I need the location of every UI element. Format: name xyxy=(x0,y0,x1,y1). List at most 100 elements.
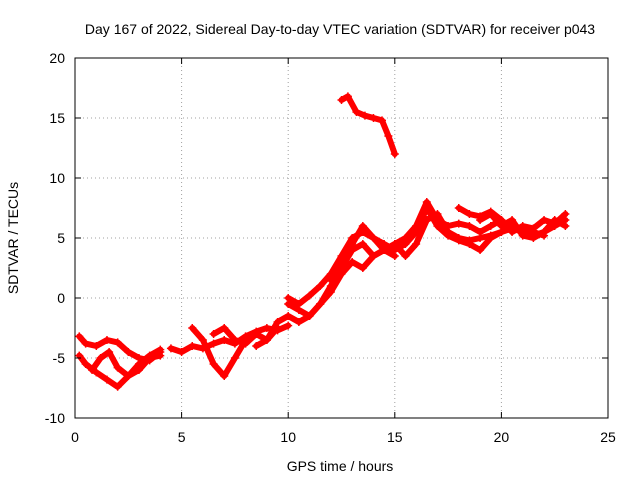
data-point xyxy=(390,240,399,248)
data-point xyxy=(508,216,517,224)
data-point xyxy=(88,366,97,374)
data-point xyxy=(550,216,559,224)
x-tick-label: 25 xyxy=(600,429,616,445)
data-point xyxy=(209,330,218,338)
data-point xyxy=(230,336,239,344)
data-point xyxy=(380,246,389,254)
data-point xyxy=(348,240,357,248)
data-point xyxy=(337,258,346,266)
data-point xyxy=(166,344,175,353)
data-point xyxy=(230,354,239,362)
data-point xyxy=(75,332,84,341)
series-trace-11 xyxy=(338,93,398,157)
data-point xyxy=(316,300,325,308)
data-point xyxy=(305,312,314,320)
series-trace-3 xyxy=(89,349,164,379)
data-point xyxy=(369,234,378,242)
data-point xyxy=(284,312,293,320)
plot-area xyxy=(75,92,570,391)
data-point xyxy=(294,318,303,326)
data-point xyxy=(360,111,369,120)
data-point xyxy=(454,204,463,212)
data-point xyxy=(444,231,453,240)
data-point xyxy=(358,264,367,272)
data-point xyxy=(145,354,154,362)
data-point xyxy=(384,132,393,140)
y-tick-label: 10 xyxy=(49,170,65,186)
data-point xyxy=(390,150,399,158)
x-axis-label: GPS time / hours xyxy=(287,458,394,474)
data-point xyxy=(198,336,207,344)
grid xyxy=(75,58,608,418)
data-point xyxy=(105,348,114,356)
data-point xyxy=(465,222,474,230)
data-point xyxy=(177,348,186,356)
data-point xyxy=(92,342,101,350)
data-point xyxy=(378,116,387,125)
data-point xyxy=(476,216,485,224)
data-point xyxy=(113,363,122,372)
data-point xyxy=(401,252,410,260)
data-point xyxy=(529,224,538,233)
data-point xyxy=(369,252,378,260)
data-point xyxy=(497,222,506,230)
data-point xyxy=(343,92,352,101)
data-point xyxy=(156,351,165,360)
data-point xyxy=(262,336,271,344)
data-point xyxy=(454,219,463,228)
data-point xyxy=(81,360,90,368)
x-tick-label: 15 xyxy=(387,429,403,445)
x-tick-label: 10 xyxy=(280,429,296,445)
series-trace-5 xyxy=(189,325,249,379)
data-point xyxy=(284,321,293,330)
x-tick-label: 5 xyxy=(178,429,186,445)
data-point xyxy=(209,360,218,368)
data-point xyxy=(337,96,346,104)
y-tick-label: 5 xyxy=(57,230,65,246)
data-point xyxy=(486,234,495,242)
chart-title: Day 167 of 2022, Sidereal Day-to-day VTE… xyxy=(85,21,595,37)
data-point xyxy=(540,228,549,236)
data-point xyxy=(305,291,314,300)
data-point xyxy=(412,240,421,248)
data-point xyxy=(358,240,367,248)
data-point xyxy=(134,366,143,374)
data-point xyxy=(486,222,495,230)
data-point xyxy=(252,342,261,350)
data-point xyxy=(465,210,474,218)
data-point xyxy=(476,246,485,254)
x-tick-label: 20 xyxy=(494,429,510,445)
data-point xyxy=(124,372,133,380)
data-point xyxy=(518,231,527,240)
data-point xyxy=(476,228,485,236)
data-point xyxy=(358,222,367,230)
data-point xyxy=(561,210,570,218)
y-tick-label: 0 xyxy=(57,290,65,306)
y-tick-label: 15 xyxy=(49,110,65,126)
data-point xyxy=(454,236,463,245)
data-point xyxy=(326,276,335,284)
y-tick-label: -10 xyxy=(45,410,65,426)
data-point xyxy=(113,338,122,347)
data-point xyxy=(220,336,229,344)
data-point xyxy=(102,375,111,384)
data-point xyxy=(294,300,303,308)
data-point xyxy=(540,216,549,224)
y-axis-label: SDTVAR / TECUs xyxy=(5,182,21,294)
data-point xyxy=(188,324,197,332)
data-point xyxy=(369,114,378,122)
data-point xyxy=(486,210,495,218)
data-point xyxy=(316,282,325,290)
data-point xyxy=(561,222,570,230)
y-tick-label: -5 xyxy=(53,350,66,366)
data-point xyxy=(96,354,105,362)
data-point xyxy=(518,222,527,230)
data-point xyxy=(348,258,357,266)
data-point xyxy=(401,234,410,242)
data-point xyxy=(188,342,197,350)
data-point xyxy=(444,222,453,230)
data-point xyxy=(241,339,250,348)
data-point xyxy=(412,222,421,230)
y-tick-label: 20 xyxy=(49,50,65,66)
data-point xyxy=(529,234,538,242)
